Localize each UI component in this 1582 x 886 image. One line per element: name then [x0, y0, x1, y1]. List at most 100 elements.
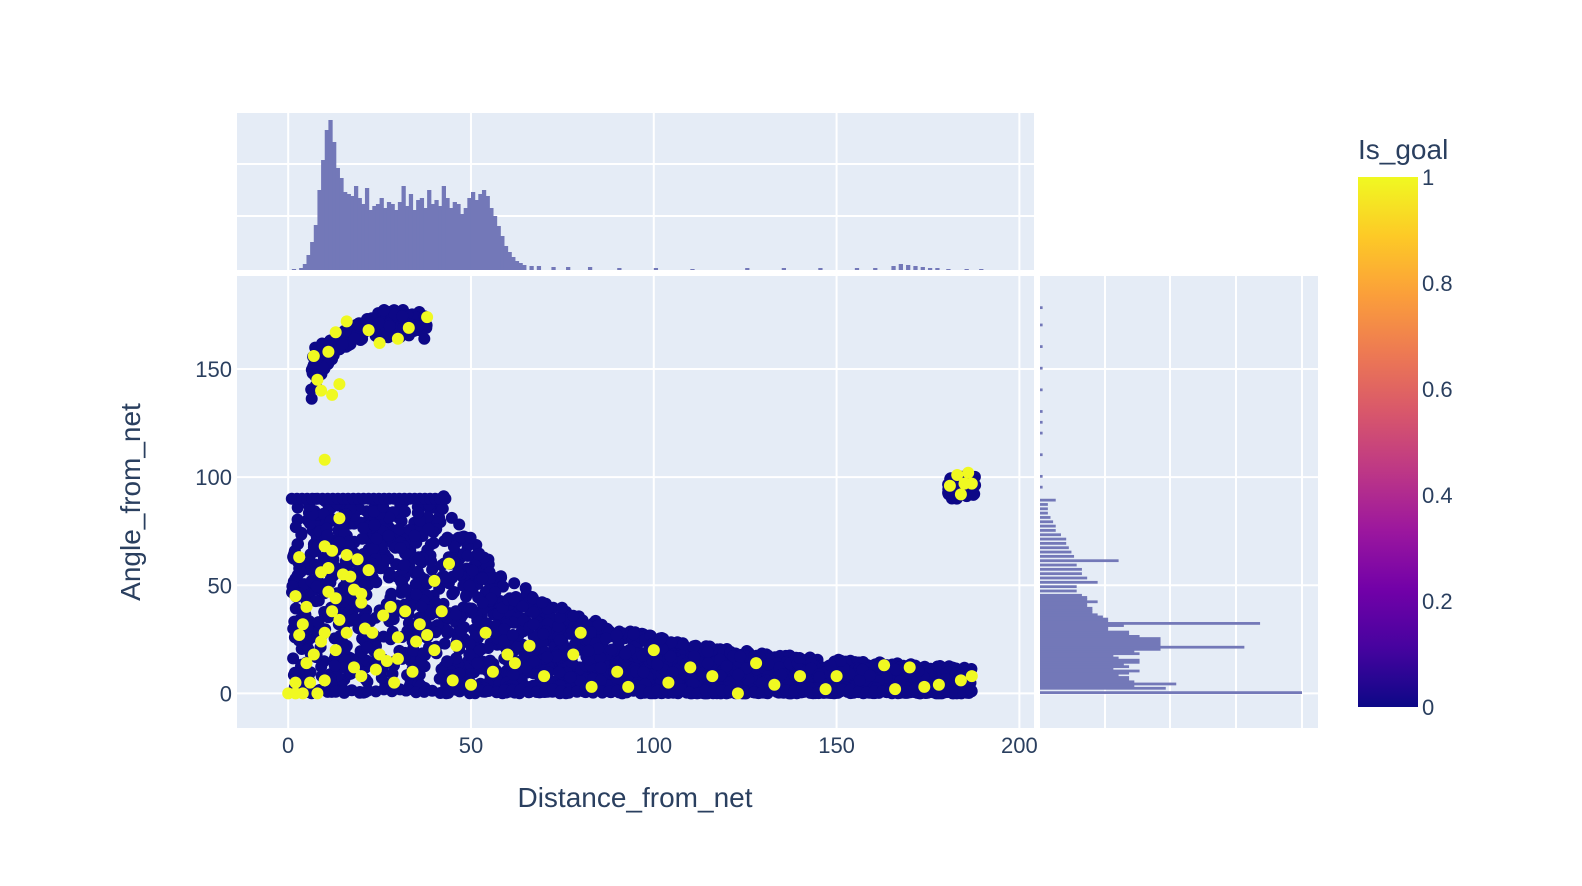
right-histogram-bar [1040, 550, 1072, 554]
scatter-point [864, 669, 876, 682]
top-histogram-bar [854, 268, 860, 270]
top-histogram-bar [503, 246, 509, 270]
scatter-point [340, 315, 353, 328]
scatter-point [537, 628, 550, 641]
scatter-point [293, 551, 306, 564]
scatter-point [594, 674, 607, 687]
scatter-point [401, 628, 414, 641]
right-histogram-bar [1040, 542, 1067, 545]
scatter-point [288, 666, 301, 679]
right-histogram-bar [1040, 676, 1130, 679]
top-histogram-bar [394, 210, 399, 270]
scatter-point [449, 608, 462, 621]
scatter-point [336, 338, 349, 351]
top-histogram-bar [317, 190, 322, 270]
right-histogram-bar [1040, 323, 1043, 327]
colorbar-tick-label: 0.2 [1422, 589, 1453, 614]
scatter-point [377, 609, 390, 622]
scatter-point [647, 644, 660, 657]
scatter-point [592, 642, 605, 655]
scatter-point [486, 665, 499, 678]
scatter-point [355, 670, 368, 683]
top-histogram-bar [979, 269, 984, 270]
scatter-point [552, 620, 565, 633]
scatter-point [370, 576, 383, 589]
scatter-point [507, 594, 520, 607]
scatter-point [506, 629, 519, 641]
x-tick-label: 0 [282, 733, 294, 758]
scatter-point [853, 674, 866, 687]
top-histogram-bar [368, 210, 373, 270]
scatter-point [385, 587, 398, 600]
colorbar-tick-label: 0.6 [1422, 377, 1453, 402]
top-histogram-bar [346, 194, 351, 270]
scatter-point [296, 618, 309, 631]
scatter-point [732, 668, 745, 681]
top-histogram-bar [587, 267, 593, 270]
right-histogram-bar [1040, 598, 1088, 602]
scatter-point [465, 678, 477, 691]
right-histogram-bar [1040, 474, 1043, 478]
scatter-point [768, 678, 781, 691]
scatter-point [333, 536, 346, 548]
scatter-point [943, 479, 956, 492]
top-histogram-bar [518, 263, 523, 270]
scatter-point [962, 466, 975, 479]
scatter-point [516, 600, 529, 613]
right-histogram-bar [1040, 669, 1140, 673]
scatter-point [340, 626, 353, 639]
scatter-point [463, 648, 476, 661]
top-histogram-bar [781, 268, 786, 270]
top-histogram-bar [449, 208, 454, 270]
right-histogram-bar [1040, 306, 1043, 310]
scatter-point [508, 577, 521, 590]
scatter-point [889, 683, 902, 696]
scatter-point [466, 564, 479, 577]
scatter-point [443, 557, 455, 570]
scatter-point [361, 641, 374, 654]
right-histogram-bar [1040, 606, 1093, 610]
scatter-point [574, 626, 587, 639]
x-tick-label: 100 [635, 733, 672, 758]
colorbar-ticks: 0 0.2 0.4 0.6 0.8 1 [1422, 165, 1453, 720]
right-histogram-bar [1040, 654, 1114, 658]
top-histogram-bar [818, 268, 823, 270]
scatter-point [523, 639, 536, 652]
scatter-point [356, 532, 369, 545]
scatter-point [553, 666, 566, 679]
scatter-point [750, 657, 763, 670]
scatter-point [965, 684, 978, 697]
scatter-point [341, 324, 354, 337]
top-histogram-bar [566, 267, 571, 270]
scatter-point [541, 651, 554, 664]
scatter-point [664, 650, 677, 663]
scatter-point [677, 638, 690, 651]
scatter-point [439, 571, 452, 584]
scatter-point [383, 511, 396, 524]
colorbar-title: Is_goal [1358, 134, 1448, 165]
scatter-point [362, 564, 375, 577]
scatter-point [373, 317, 386, 329]
right-histogram-bar [1040, 576, 1088, 580]
right-histogram-bar [1040, 624, 1124, 627]
right-histogram-bar [1040, 572, 1082, 576]
scatter-point [399, 605, 412, 618]
right-histogram-bar [1040, 585, 1077, 589]
scatter-point [368, 519, 381, 531]
scatter-point [527, 606, 540, 619]
top-histogram-bar [463, 208, 468, 270]
right-histogram-bar [1040, 637, 1161, 640]
right-histogram-bar [1040, 658, 1140, 662]
scatter-point [441, 655, 454, 668]
scatter-point [384, 600, 397, 613]
scatter-point [360, 613, 373, 625]
scatter-point [381, 329, 394, 342]
scatter-point [824, 659, 837, 672]
scatter-point [307, 350, 320, 362]
x-tick-label: 200 [1001, 733, 1038, 758]
scatter-point [819, 683, 832, 696]
top-histogram-bar [383, 208, 388, 270]
scatter-point [954, 674, 967, 687]
scatter-point [519, 582, 532, 595]
